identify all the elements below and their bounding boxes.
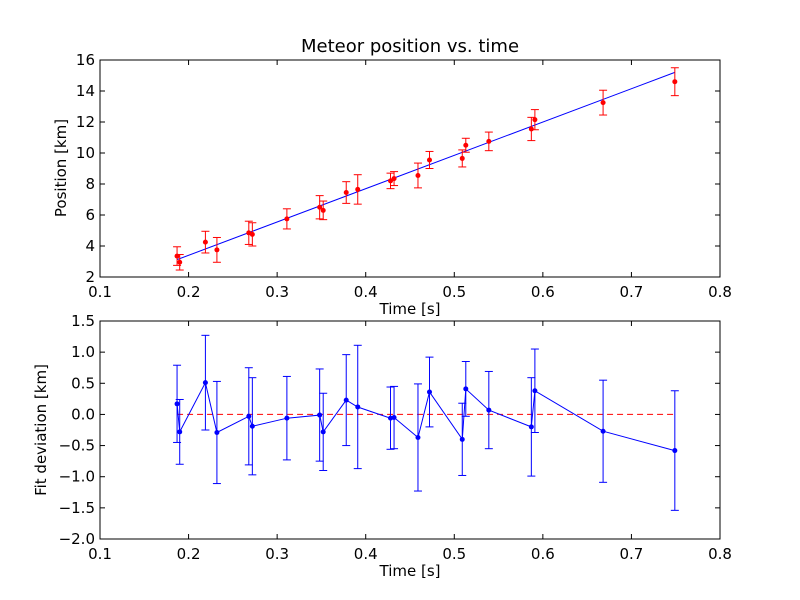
deviation-series-line (176, 381, 675, 452)
x-tick-label: 0.8 (708, 283, 732, 301)
plot-frame (99, 59, 721, 278)
data-point (249, 423, 255, 429)
y-tick-label: 16 (76, 51, 95, 69)
data-point (284, 415, 290, 421)
data-point (343, 397, 349, 403)
data-point (426, 157, 432, 163)
data-point (284, 216, 290, 222)
y-tick-label: 0.0 (71, 405, 95, 423)
x-tick-label: 0.2 (177, 283, 201, 301)
data-point (463, 142, 469, 148)
y-tick-label: 12 (76, 113, 95, 131)
data-point (246, 413, 252, 419)
axis-ticks: 0.1 0.2 0.3 0.4 0.5 0.6 0.7 0.8 2 4 6 8 10 12 14 16 (76, 51, 732, 301)
plot-frame (99, 320, 721, 540)
y-tick-label: 10 (76, 144, 95, 162)
x-tick-label: 0.7 (619, 283, 643, 301)
y-tick-label: 2 (85, 268, 95, 286)
data-point (214, 429, 220, 435)
data-point (528, 126, 534, 132)
y-tick-label: −0.5 (59, 437, 95, 455)
y-tick-label: −1.0 (59, 468, 95, 486)
data-point (528, 424, 534, 430)
plot-marks (173, 67, 679, 271)
y-axis-label: Position [km] (52, 119, 70, 217)
y-tick-label: 1.0 (71, 343, 95, 361)
y-tick-label: 14 (76, 82, 95, 100)
y-tick-label: −1.5 (59, 499, 95, 517)
x-axis-label: Time [s] (379, 562, 441, 580)
data-point (415, 434, 421, 440)
x-tick-label: 0.6 (531, 545, 555, 563)
y-axis-label: Fit deviation [km] (32, 364, 50, 496)
data-point (388, 178, 394, 184)
data-point (600, 100, 606, 106)
data-point (214, 247, 220, 253)
data-point (317, 412, 323, 418)
y-tick-label: −2.0 (59, 530, 95, 548)
x-tick-label: 0.3 (265, 283, 289, 301)
data-point (672, 448, 678, 454)
data-point (320, 207, 326, 213)
x-tick-label: 0.1 (88, 545, 112, 563)
data-point (532, 117, 538, 123)
data-point (177, 259, 183, 265)
data-point (486, 138, 492, 144)
y-tick-label: 6 (85, 206, 95, 224)
data-point (202, 239, 208, 245)
x-axis-label: Time [s] (379, 300, 441, 318)
x-tick-label: 0.2 (177, 545, 201, 563)
data-point (672, 79, 678, 85)
data-point (174, 401, 180, 407)
axis-ticks: 0.1 0.2 0.3 0.4 0.5 0.6 0.7 0.8 −2.0 −1.5 −1.0 −0.5… (59, 312, 732, 563)
data-point (355, 186, 361, 192)
data-point (486, 407, 492, 413)
x-tick-label: 0.4 (354, 545, 378, 563)
data-point (426, 389, 432, 395)
data-point (415, 172, 421, 178)
chart-title: Meteor position vs. time (301, 36, 519, 57)
data-point (177, 429, 183, 435)
y-tick-label: 1.5 (71, 312, 95, 330)
data-point (249, 231, 255, 237)
data-point (391, 415, 397, 421)
data-point (320, 429, 326, 435)
data-point (463, 386, 469, 392)
data-point (317, 204, 323, 210)
data-point (459, 436, 465, 442)
data-point (459, 155, 465, 161)
data-point (343, 190, 349, 196)
position-chart: Meteor position vs. time 0.1 0.2 0.3 0.4 0.5… (52, 36, 732, 318)
data-point (532, 388, 538, 394)
y-tick-label: 8 (85, 175, 95, 193)
x-tick-label: 0.8 (708, 545, 732, 563)
x-tick-label: 0.1 (88, 283, 112, 301)
x-tick-label: 0.6 (531, 283, 555, 301)
deviation-chart: 0.1 0.2 0.3 0.4 0.5 0.6 0.7 0.8 −2.0 −1.5 −1.0 −0.5… (32, 312, 732, 580)
data-point (600, 428, 606, 434)
data-point (391, 176, 397, 182)
data-point (202, 380, 208, 386)
x-tick-label: 0.5 (442, 283, 466, 301)
data-point (355, 404, 361, 410)
x-tick-label: 0.3 (265, 545, 289, 563)
x-tick-label: 0.7 (619, 545, 643, 563)
x-tick-label: 0.5 (442, 545, 466, 563)
x-tick-label: 0.4 (354, 283, 378, 301)
fit-line (176, 71, 676, 261)
plot-marks (173, 334, 679, 511)
y-tick-label: 4 (85, 237, 95, 255)
y-tick-label: 0.5 (71, 374, 95, 392)
